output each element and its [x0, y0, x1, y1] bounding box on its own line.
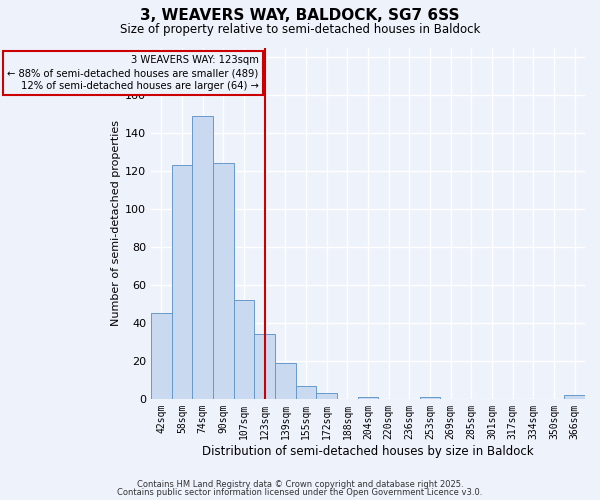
- Bar: [234, 300, 254, 399]
- Bar: [316, 393, 337, 399]
- Text: 3 WEAVERS WAY: 123sqm
← 88% of semi-detached houses are smaller (489)
12% of sem: 3 WEAVERS WAY: 123sqm ← 88% of semi-deta…: [7, 55, 259, 92]
- Bar: [358, 397, 379, 399]
- Bar: [565, 395, 585, 399]
- Bar: [193, 116, 213, 399]
- Bar: [172, 165, 193, 399]
- Text: Contains HM Land Registry data © Crown copyright and database right 2025.: Contains HM Land Registry data © Crown c…: [137, 480, 463, 489]
- Bar: [254, 334, 275, 399]
- Text: 3, WEAVERS WAY, BALDOCK, SG7 6SS: 3, WEAVERS WAY, BALDOCK, SG7 6SS: [140, 8, 460, 22]
- Bar: [213, 164, 234, 399]
- Text: Size of property relative to semi-detached houses in Baldock: Size of property relative to semi-detach…: [120, 22, 480, 36]
- Bar: [420, 397, 440, 399]
- X-axis label: Distribution of semi-detached houses by size in Baldock: Distribution of semi-detached houses by …: [202, 444, 534, 458]
- Text: Contains public sector information licensed under the Open Government Licence v3: Contains public sector information licen…: [118, 488, 482, 497]
- Y-axis label: Number of semi-detached properties: Number of semi-detached properties: [111, 120, 121, 326]
- Bar: [275, 363, 296, 399]
- Bar: [151, 314, 172, 399]
- Bar: [296, 386, 316, 399]
